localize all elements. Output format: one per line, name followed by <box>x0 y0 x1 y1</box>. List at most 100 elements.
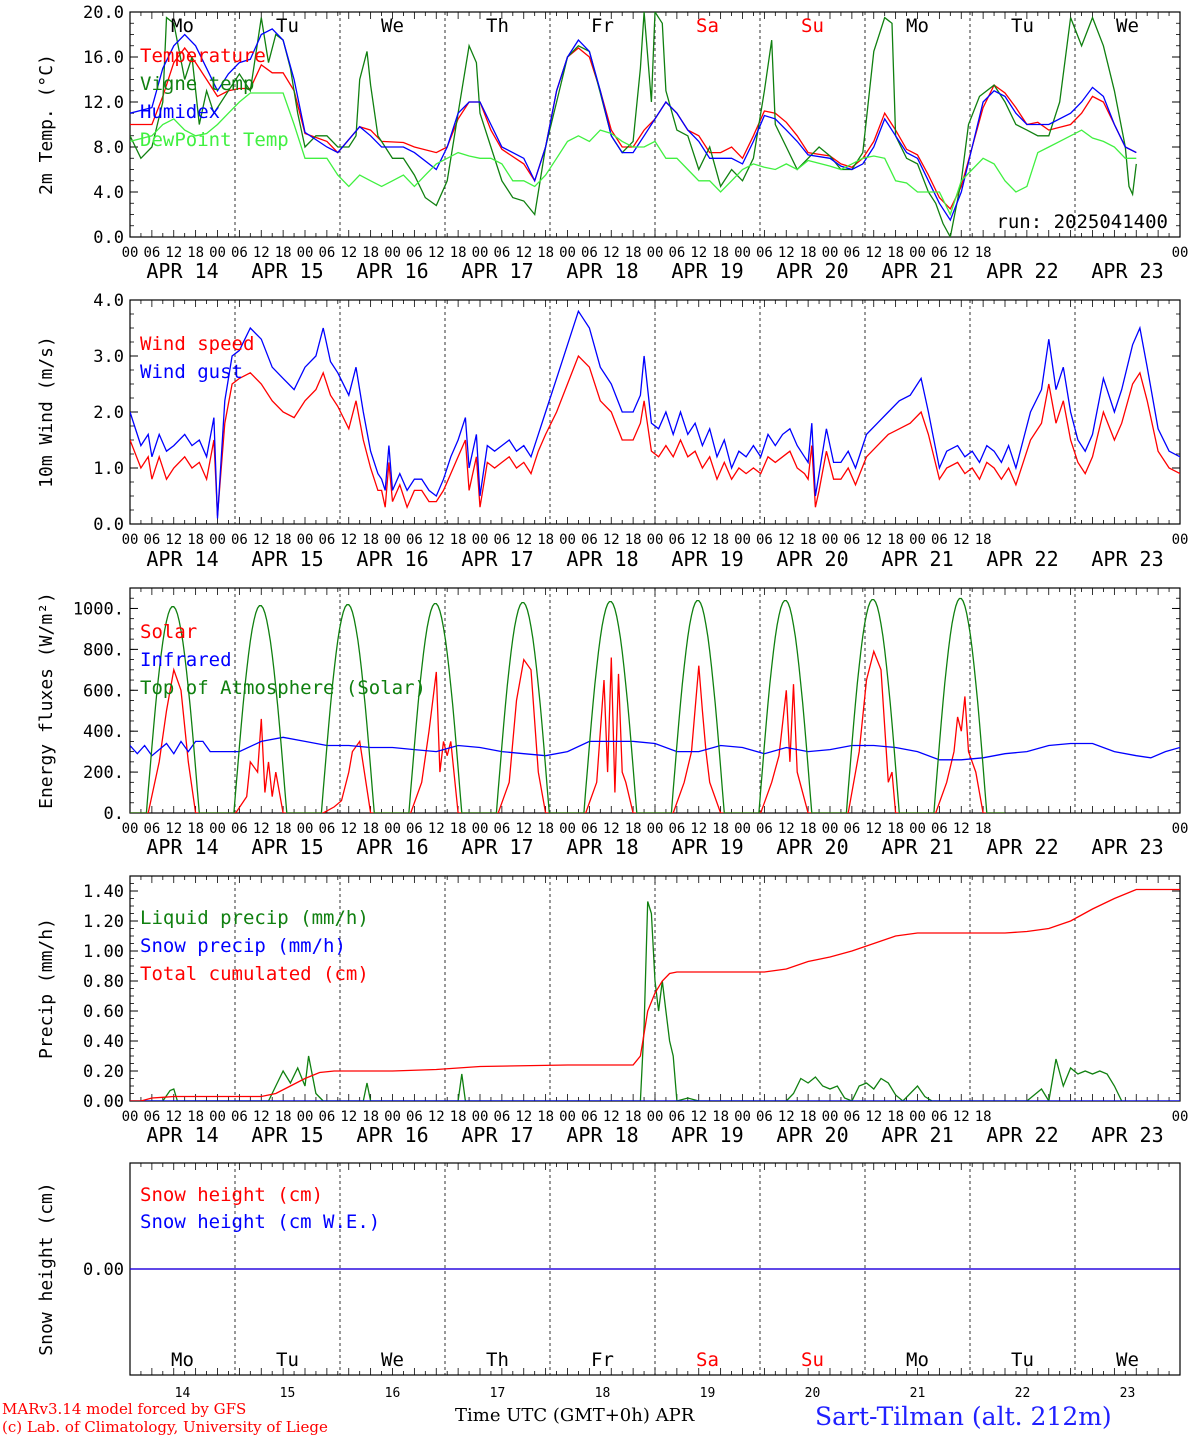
hour-label: 12 <box>165 532 182 548</box>
hour-label: 18 <box>275 1109 292 1125</box>
hour-label: 06 <box>756 821 773 837</box>
panel-1: 0.04.08.012.016.020.02m Temp. (°C)00 06 12… <box>36 3 1188 283</box>
day-number: 19 <box>700 1386 716 1401</box>
hour-label: 00 <box>472 1109 489 1125</box>
y-tick-label: 16.0 <box>83 48 124 68</box>
date-label: APR 23 <box>1091 547 1163 571</box>
date-label: APR 16 <box>356 547 428 571</box>
hour-label: 18 <box>450 1109 467 1125</box>
y-tick-label: 800. <box>83 640 124 660</box>
date-label: APR 17 <box>461 835 533 859</box>
hour-label: 06 <box>581 1109 598 1125</box>
date-label: APR 18 <box>566 259 638 283</box>
y-tick-label: 0. <box>104 804 124 824</box>
hour-label: 06 <box>231 245 248 261</box>
hour-label: 12 <box>865 1109 882 1125</box>
date-label: APR 23 <box>1091 835 1163 859</box>
hour-label: 00 <box>122 245 139 261</box>
hour-label: 18 <box>887 1109 904 1125</box>
weekday-label: Su <box>801 15 824 37</box>
hour-label: 00 <box>1172 245 1189 261</box>
hour-label: 12 <box>515 1109 532 1125</box>
hour-label: 12 <box>778 1109 795 1125</box>
hour-label: 06 <box>231 532 248 548</box>
hour-label: 18 <box>362 821 379 837</box>
hour-label: 06 <box>493 532 510 548</box>
weekday-label: Th <box>486 1349 509 1371</box>
hour-label: 00 <box>647 821 664 837</box>
date-label: APR 23 <box>1091 1123 1163 1147</box>
hour-label: 12 <box>428 821 445 837</box>
date-label: APR 14 <box>146 835 218 859</box>
hour-label: 12 <box>778 532 795 548</box>
hour-label: 00 <box>122 821 139 837</box>
hour-label: 00 <box>297 532 314 548</box>
hour-label: 12 <box>690 245 707 261</box>
hour-label: 18 <box>450 821 467 837</box>
legend-entry: Wind speed <box>140 333 254 355</box>
hour-label: 18 <box>187 1109 204 1125</box>
legend-entry: Snow precip (mm/h) <box>140 935 346 957</box>
hour-label: 18 <box>712 532 729 548</box>
weekday-label: Sa <box>696 15 719 37</box>
y-tick-label: 3.0 <box>93 347 124 367</box>
date-label: APR 20 <box>776 259 848 283</box>
series-group <box>130 12 1137 237</box>
y-tick-label: 0.20 <box>83 1062 124 1082</box>
series-line <box>130 901 1123 1101</box>
hour-label: 06 <box>668 532 685 548</box>
legend-entry: Snow height (cm) <box>140 1184 323 1206</box>
hour-label: 12 <box>165 1109 182 1125</box>
hour-label: 18 <box>450 532 467 548</box>
hour-label: 12 <box>165 245 182 261</box>
hour-label: 18 <box>187 532 204 548</box>
hour-label: 18 <box>275 821 292 837</box>
y-tick-label: 8.0 <box>93 138 124 158</box>
hour-label: 06 <box>668 245 685 261</box>
hour-label: 12 <box>253 821 270 837</box>
weekday-label: Tu <box>1011 1349 1034 1371</box>
y-tick-label: 0.0 <box>93 228 124 248</box>
day-number: 15 <box>280 1386 296 1401</box>
day-number: 16 <box>385 1386 401 1401</box>
hour-label: 06 <box>143 1109 160 1125</box>
y-tick-label: 0.80 <box>83 972 124 992</box>
date-label: APR 18 <box>566 835 638 859</box>
y-tick-label: 400. <box>83 722 124 742</box>
hour-label: 00 <box>647 1109 664 1125</box>
hour-label: 12 <box>603 821 620 837</box>
hour-label: 12 <box>690 821 707 837</box>
hour-label: 12 <box>778 245 795 261</box>
series-group <box>130 597 1180 813</box>
weekday-label: Mo <box>906 15 929 37</box>
hour-label: 06 <box>493 245 510 261</box>
legend-entry: Top of Atmosphere (Solar) <box>140 677 426 699</box>
weekday-label: Fr <box>591 15 614 37</box>
hour-label: 06 <box>931 532 948 548</box>
day-number: 17 <box>490 1386 506 1401</box>
hour-label: 06 <box>318 245 335 261</box>
hour-label: 12 <box>603 245 620 261</box>
date-label: APR 17 <box>461 259 533 283</box>
lab-credit: (c) Lab. of Climatology, University of L… <box>2 1418 328 1436</box>
legend-entry: Humidex <box>140 101 220 123</box>
hour-label: 12 <box>340 821 357 837</box>
hour-label: 00 <box>472 245 489 261</box>
hour-label: 12 <box>515 532 532 548</box>
hour-label: 00 <box>122 532 139 548</box>
hour-label: 12 <box>253 1109 270 1125</box>
hour-label: 12 <box>953 532 970 548</box>
panel-5: 0.00 Snow height (cm) Snow height (cm) Snow… <box>36 1162 1181 1401</box>
series-group <box>130 309 1180 519</box>
hour-label: 18 <box>275 245 292 261</box>
hour-label: 00 <box>559 532 576 548</box>
hour-label: 18 <box>187 821 204 837</box>
hour-label: 00 <box>647 245 664 261</box>
hour-label: 12 <box>165 821 182 837</box>
hour-label: 06 <box>756 245 773 261</box>
weekday-label: Mo <box>171 1349 194 1371</box>
hour-label: 00 <box>384 532 401 548</box>
weekday-label: Mo <box>906 1349 929 1371</box>
model-credit: MARv3.14 model forced by GFS <box>2 1400 247 1418</box>
